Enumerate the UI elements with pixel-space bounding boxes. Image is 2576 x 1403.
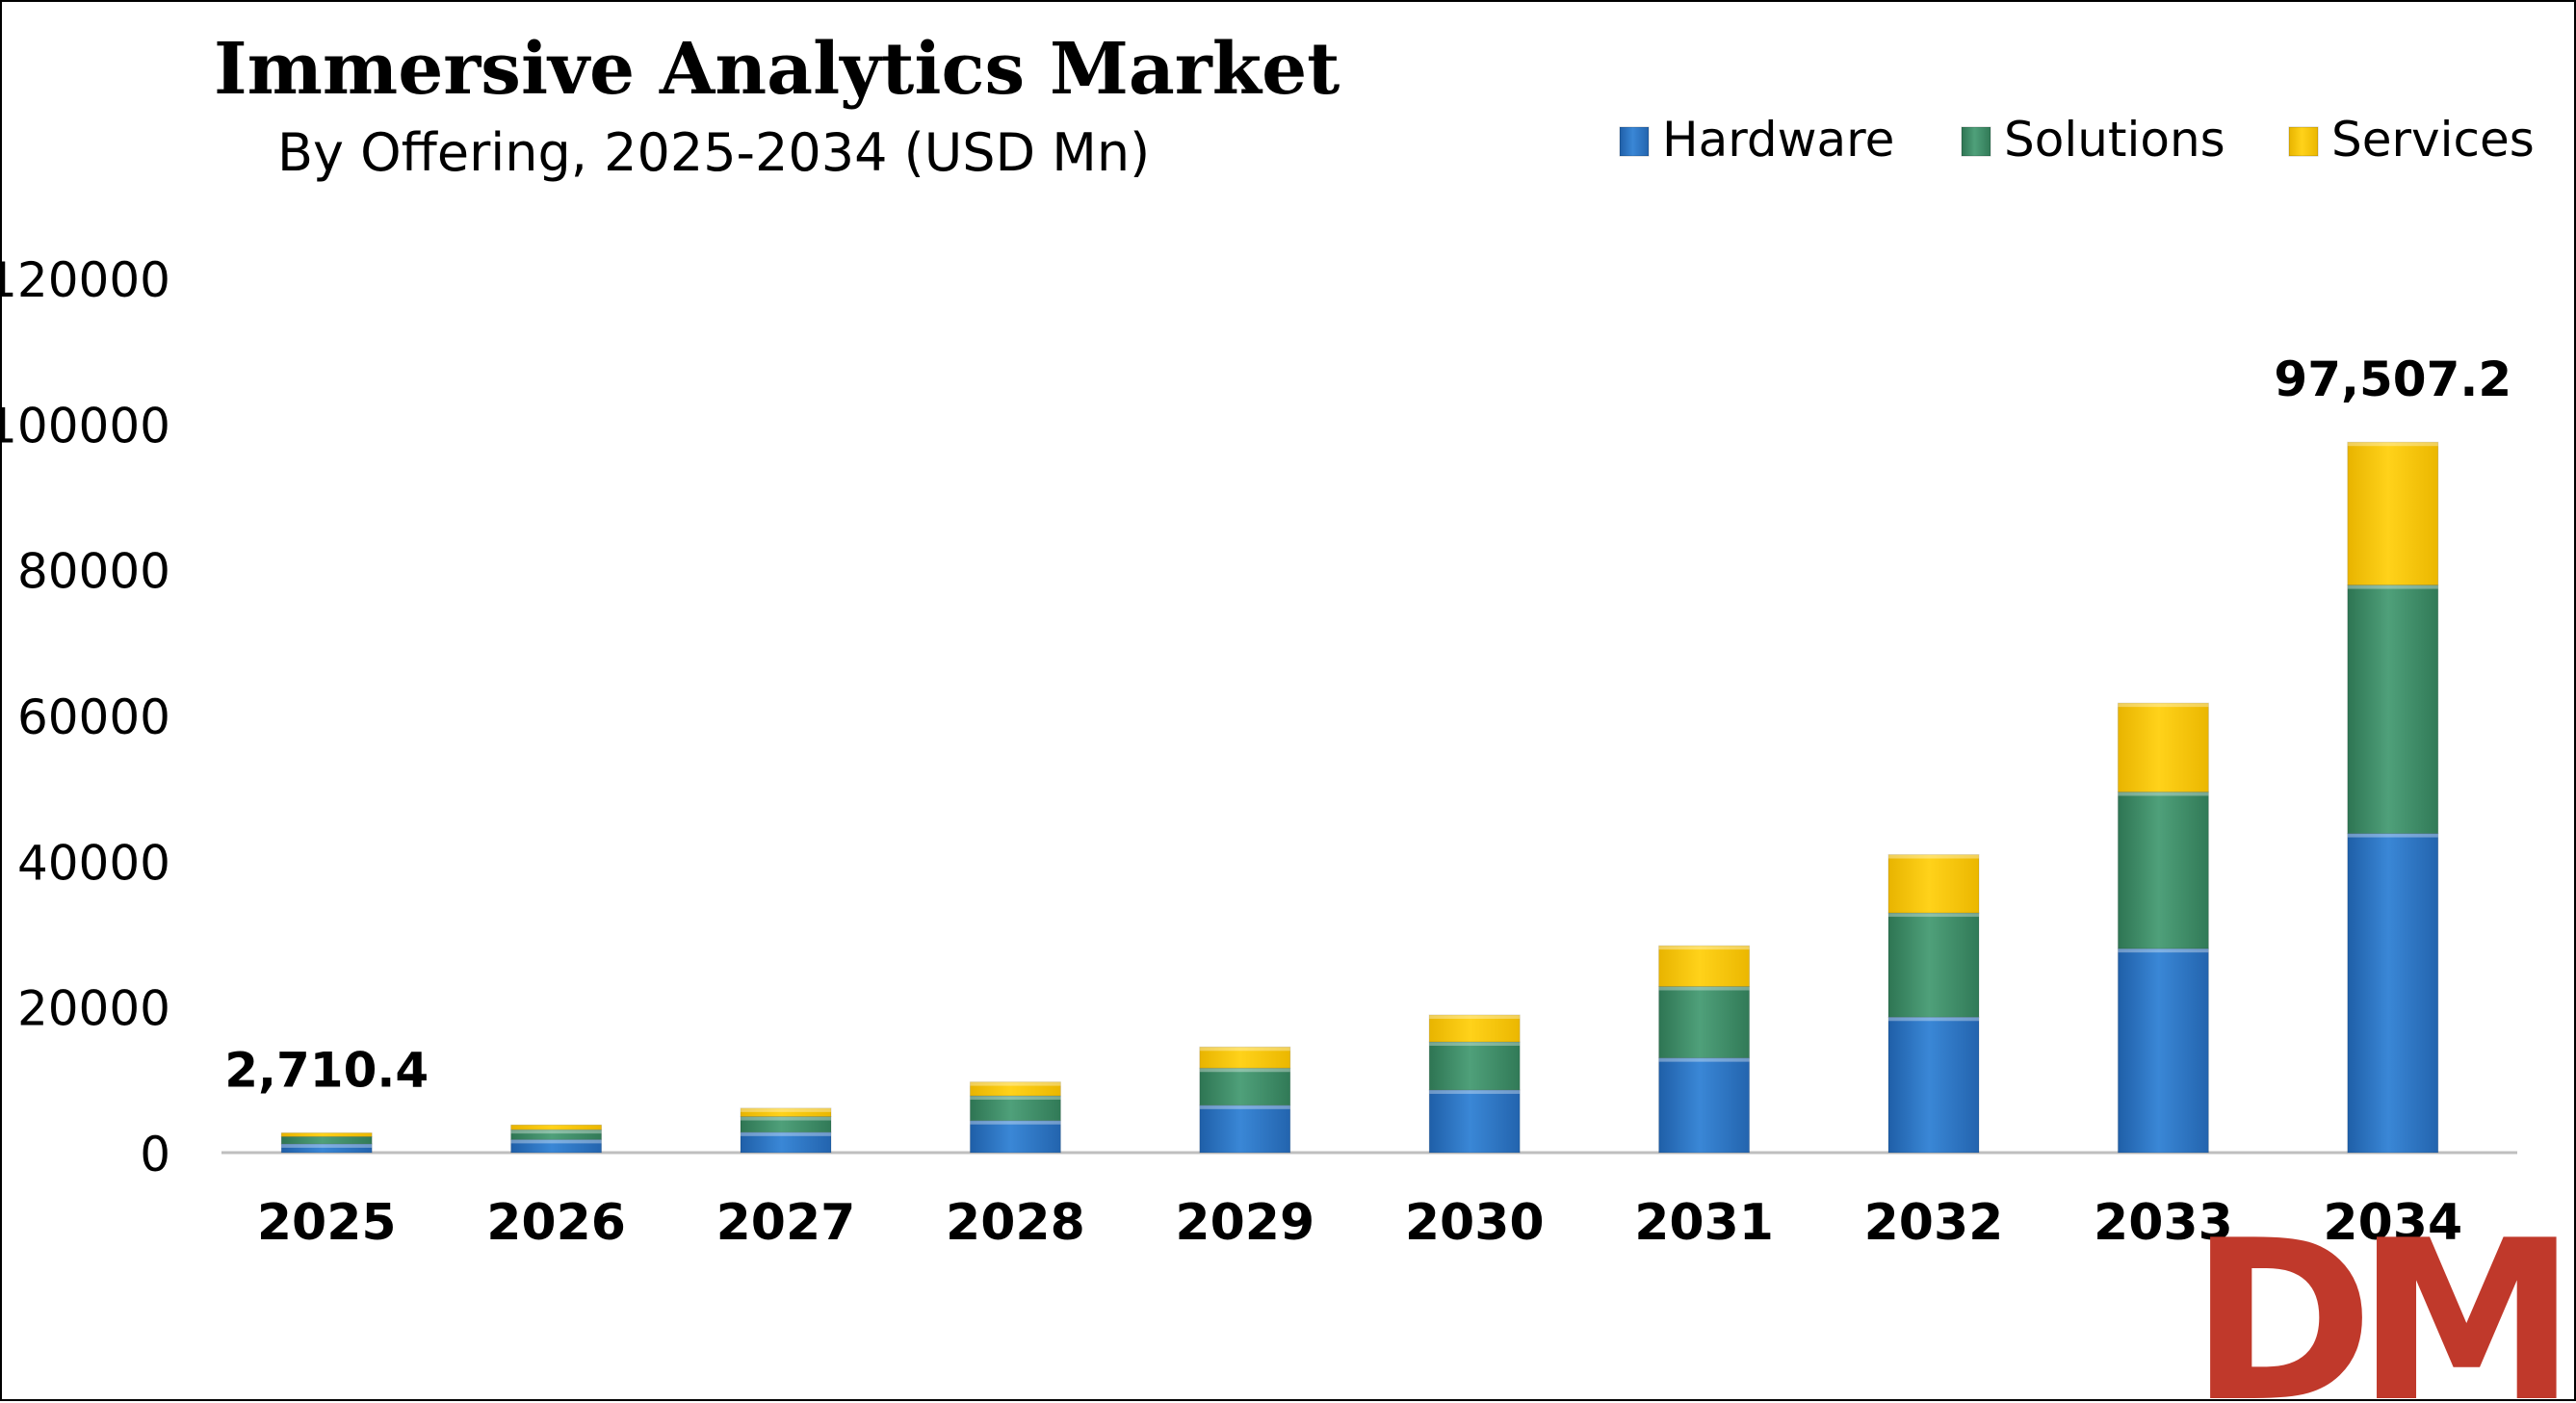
bar-segment-highlight: [1429, 1041, 1521, 1046]
legend-item-services: Services: [2288, 112, 2535, 168]
data-label-2025: 2,710.4: [224, 1042, 429, 1098]
x-tick-label-2025: 2025: [257, 1194, 397, 1252]
legend-swatch-services: [2288, 126, 2319, 157]
bar-segment-services-2030: [1428, 1014, 1521, 1043]
y-tick-label: 40000: [17, 835, 170, 891]
bar-segment-highlight: [281, 1143, 373, 1148]
bar-segment-solutions-2025: [280, 1135, 373, 1145]
bar-segment-highlight: [970, 1095, 1061, 1100]
bar-segment-highlight: [1199, 1047, 1290, 1052]
x-tick-label-2029: 2029: [1175, 1194, 1314, 1252]
x-axis-ticks: 2025 2026 2027 2028 2029 2030 2031 2032 2033 2034: [257, 1194, 2462, 1252]
bar-segment-highlight: [1199, 1068, 1290, 1073]
chart-title: Immersive Analytics Market: [214, 28, 1340, 111]
bar-segment-hardware-2034: [2347, 833, 2439, 1154]
dmr-logo: DMR: [2190, 1194, 2576, 1403]
x-tick-label-2026: 2026: [486, 1194, 626, 1252]
bar-segment-hardware-2032: [1887, 1016, 1980, 1154]
bar-segment-services-2033: [2117, 702, 2209, 792]
legend-label-solutions: Solutions: [2004, 112, 2225, 168]
legend-label-hardware: Hardware: [1662, 112, 1894, 168]
bar-segment-services-2029: [1199, 1046, 1291, 1069]
chart-subtitle: By Offering, 2025-2034 (USD Mn): [277, 122, 1150, 183]
bar-segment-highlight: [2118, 703, 2209, 708]
bar-segment-highlight: [2347, 442, 2438, 447]
bar-segment-highlight: [2347, 833, 2438, 838]
bar-segment-highlight: [2118, 792, 2209, 796]
bar-segment-highlight: [741, 1131, 831, 1136]
bar-segment-highlight: [1658, 1057, 1750, 1062]
x-tick-label-2033: 2033: [2094, 1194, 2233, 1252]
bar-segment-services-2032: [1887, 854, 1980, 914]
bar-segment-solutions-2030: [1428, 1041, 1521, 1091]
bar-segment-solutions-2034: [2347, 585, 2439, 835]
bar-segment-services-2031: [1658, 945, 1751, 987]
bar-segment-highlight: [2347, 585, 2438, 589]
bar-segment-highlight: [741, 1116, 831, 1121]
bar-segment-highlight: [2118, 948, 2209, 953]
bar-segment-solutions-2029: [1199, 1067, 1291, 1106]
y-tick-label: 60000: [17, 689, 170, 745]
dmr-logo-text: DMR: [2190, 1194, 2576, 1403]
bar-segment-services-2026: [510, 1124, 603, 1130]
bar-segment-hardware-2029: [1199, 1104, 1291, 1154]
y-tick-label: 0: [140, 1127, 170, 1182]
legend-item-solutions: Solutions: [1961, 112, 2225, 168]
bar-segment-highlight: [970, 1120, 1061, 1125]
x-tick-label-2031: 2031: [1634, 1194, 1774, 1252]
x-tick-label-2030: 2030: [1405, 1194, 1545, 1252]
bar-segment-highlight: [1429, 1089, 1521, 1094]
bar-segment-solutions-2031: [1658, 985, 1751, 1059]
data-labels: 2,710.4 97,507.2: [224, 351, 2511, 1098]
y-axis-ticks: 0 20000 40000 60000 80000 100000 120000: [2, 252, 170, 1182]
bar-segment-highlight: [1199, 1104, 1290, 1109]
bar-segment-services-2025: [280, 1131, 373, 1137]
bar-segment-highlight: [1658, 946, 1750, 950]
bars: [280, 441, 2439, 1154]
x-tick-label-2032: 2032: [1864, 1194, 2004, 1252]
legend-item-hardware: Hardware: [1619, 112, 1894, 168]
legend-swatch-solutions: [1961, 126, 1991, 157]
bar-segment-highlight: [510, 1139, 602, 1144]
bar-segment-hardware-2028: [969, 1120, 1061, 1154]
legend-swatch-hardware: [1619, 126, 1650, 157]
legend: Hardware Solutions Services: [1619, 112, 2535, 168]
bar-segment-services-2034: [2347, 441, 2439, 586]
bar-segment-solutions-2028: [969, 1095, 1061, 1122]
x-tick-label-2027: 2027: [716, 1194, 856, 1252]
y-tick-label: 100000: [2, 398, 170, 454]
y-tick-label: 80000: [17, 544, 170, 600]
bar-segment-highlight: [1888, 1017, 1979, 1022]
bar-segment-highlight: [1888, 854, 1979, 859]
bar-segment-hardware-2031: [1658, 1057, 1751, 1154]
bar-segment-hardware-2030: [1428, 1089, 1521, 1154]
x-tick-label-2028: 2028: [946, 1194, 1085, 1252]
legend-label-services: Services: [2331, 112, 2535, 168]
bar-segment-services-2027: [740, 1107, 832, 1118]
data-label-2034: 97,507.2: [2274, 351, 2511, 407]
x-tick-label-2034: 2034: [2323, 1194, 2462, 1252]
bar-segment-highlight: [970, 1081, 1061, 1086]
bar-segment-highlight: [741, 1107, 831, 1112]
bar-segment-hardware-2033: [2117, 948, 2209, 1154]
bar-segment-solutions-2032: [1887, 912, 1980, 1018]
y-tick-label: 120000: [2, 252, 170, 308]
bar-segment-services-2028: [969, 1081, 1061, 1097]
bar-segment-highlight: [1429, 1014, 1521, 1019]
bar-segment-solutions-2033: [2117, 791, 2209, 949]
y-tick-label: 20000: [17, 981, 170, 1037]
bar-segment-highlight: [1888, 913, 1979, 918]
bar-segment-highlight: [510, 1130, 602, 1134]
bar-segment-highlight: [1658, 986, 1750, 991]
